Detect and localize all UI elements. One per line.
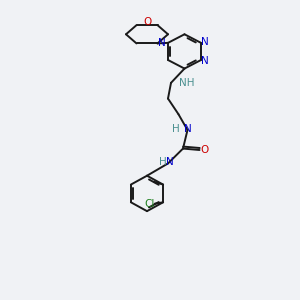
Text: H: H — [172, 124, 180, 134]
Text: N: N — [201, 56, 209, 66]
Text: N: N — [201, 37, 209, 47]
Text: Cl: Cl — [144, 199, 154, 209]
Text: N: N — [158, 38, 166, 48]
Text: O: O — [201, 145, 209, 155]
Text: O: O — [143, 17, 151, 27]
Text: N: N — [166, 157, 174, 167]
Text: NH: NH — [179, 78, 195, 88]
Text: H: H — [159, 157, 167, 167]
Text: N: N — [184, 124, 191, 134]
